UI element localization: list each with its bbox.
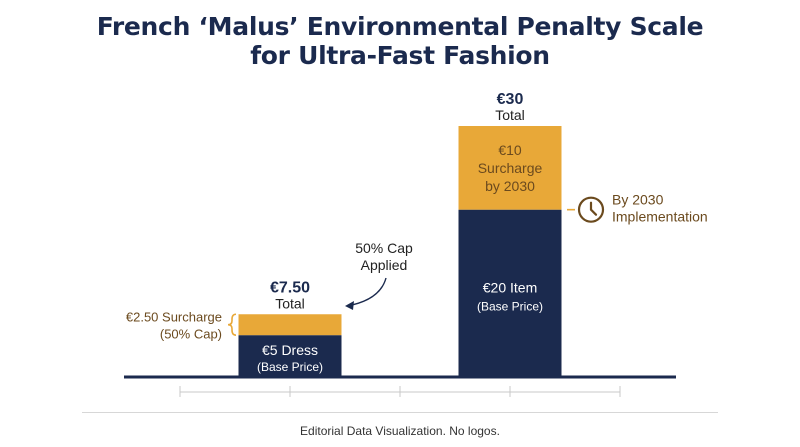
- surcharge-brace: [227, 313, 237, 336]
- brace-label-line-2: (50% Cap): [160, 327, 222, 342]
- title-line-2: for Ultra-Fast Fashion: [250, 41, 550, 70]
- clock-icon: [577, 196, 605, 223]
- surcharge-label-1-1: Surcharge: [478, 160, 543, 176]
- surcharge-label-1-0: €10: [498, 142, 522, 158]
- base-sublabel-1: (Base Price): [477, 299, 543, 313]
- base-label-1: €20 Item: [483, 279, 537, 295]
- bar-base-0: [238, 335, 342, 377]
- surcharge-label-1-2: by 2030: [485, 178, 535, 194]
- title-line-1: French ‘Malus’ Environmental Penalty Sca…: [96, 12, 704, 41]
- total-value-0: €7.50: [270, 279, 310, 296]
- footer-caption: Editorial Data Visualization. No logos.: [300, 424, 500, 438]
- footer-divider: [82, 412, 718, 413]
- bar-base-1: [458, 209, 562, 377]
- clock-hands: [589, 201, 598, 216]
- cap-callout-line-2: Applied: [361, 257, 408, 273]
- base-sublabel-0: (Base Price): [257, 360, 323, 374]
- bar-surcharge-1: [458, 126, 562, 210]
- cap-callout-arrowhead: [345, 301, 354, 310]
- timeline-label-line-1: By 2030: [612, 192, 664, 208]
- bar-surcharge-0: [238, 314, 342, 336]
- base-label-0: €5 Dress: [262, 342, 318, 358]
- chart-title: French ‘Malus’ Environmental Penalty Sca…: [0, 12, 800, 70]
- cap-callout-line-1: 50% Cap: [355, 240, 413, 256]
- timeline-label-line-2: Implementation: [612, 209, 708, 225]
- total-value-1: €30: [497, 91, 524, 108]
- brace-label-line-1: €2.50 Surcharge: [126, 310, 222, 325]
- total-label-1: Total: [495, 107, 525, 123]
- total-label-0: Total: [275, 295, 305, 311]
